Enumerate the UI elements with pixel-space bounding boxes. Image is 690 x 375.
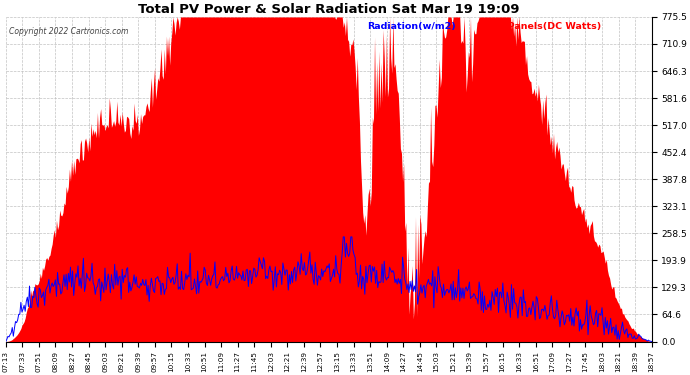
Text: Copyright 2022 Cartronics.com: Copyright 2022 Cartronics.com (9, 27, 128, 36)
Title: Total PV Power & Solar Radiation Sat Mar 19 19:09: Total PV Power & Solar Radiation Sat Mar… (138, 3, 520, 16)
Text: Radiation(w/m2): Radiation(w/m2) (368, 22, 456, 31)
Text: PV Panels(DC Watts): PV Panels(DC Watts) (490, 22, 602, 31)
